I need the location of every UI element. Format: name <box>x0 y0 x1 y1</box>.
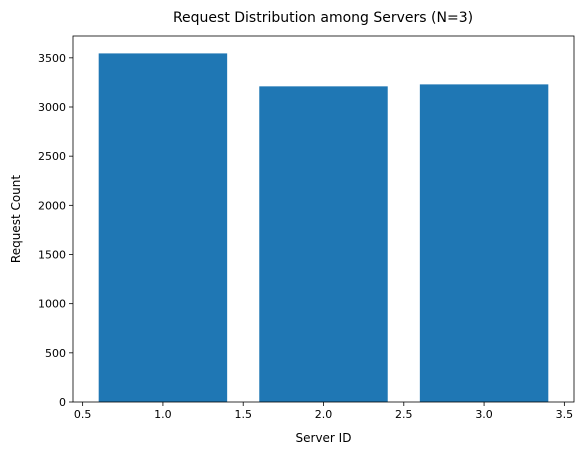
y-tick-label: 1500 <box>38 248 66 261</box>
y-tick-label: 3500 <box>38 52 66 65</box>
x-axis-ticks: 0.5 1.0 1.5 2.0 2.5 3.0 3.5 <box>74 402 573 421</box>
y-axis-ticks: 0 500 1000 1500 2000 2500 3000 3500 <box>38 52 73 409</box>
x-tick-label: 3.0 <box>475 408 493 421</box>
x-tick-label: 2.0 <box>315 408 333 421</box>
x-tick-label: 0.5 <box>74 408 92 421</box>
x-tick-label: 1.5 <box>234 408 252 421</box>
x-tick-label: 2.5 <box>395 408 413 421</box>
y-axis-label: Request Count <box>9 175 23 263</box>
bars-group <box>98 53 549 403</box>
y-tick-label: 2000 <box>38 199 66 212</box>
y-tick-label: 3000 <box>38 101 66 114</box>
bar-server-3 <box>419 84 549 403</box>
plot-frame <box>72 35 575 403</box>
y-tick-label: 1000 <box>38 298 66 311</box>
y-tick-label: 0 <box>59 396 66 409</box>
bar-server-2 <box>259 86 388 403</box>
y-tick-label: 500 <box>45 347 66 360</box>
x-tick-label: 3.5 <box>556 408 574 421</box>
x-tick-label: 1.0 <box>154 408 172 421</box>
x-axis-label: Server ID <box>296 431 352 445</box>
y-tick-label: 2500 <box>38 150 66 163</box>
chart-title: Request Distribution among Servers (N=3) <box>173 10 473 26</box>
bar-server-1 <box>98 53 228 403</box>
